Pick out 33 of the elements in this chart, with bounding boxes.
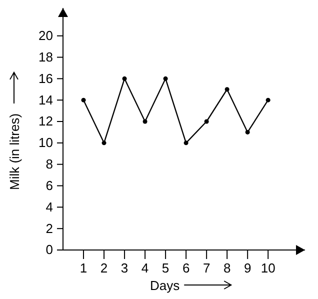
point (122, 76, 127, 81)
point (224, 87, 230, 92)
x-tick-label: 3 (120, 260, 128, 276)
y-tick-label: 4 (46, 199, 53, 214)
y-tick-label: 14 (38, 92, 53, 108)
x-tick-label: 1 (80, 260, 88, 276)
x-tick-label: 10 (260, 260, 276, 276)
point (184, 140, 188, 146)
point (245, 130, 250, 134)
y-tick-label: 8 (46, 156, 53, 172)
y-tick-label: 20 (38, 28, 53, 43)
y-tick-label: 2 (46, 220, 53, 236)
x-tick-label: 7 (202, 260, 210, 276)
y-tick-label: 16 (38, 70, 53, 86)
x-tick-label: 8 (223, 260, 231, 276)
y-tick-label: 18 (38, 49, 53, 64)
x-tick-label: 5 (162, 260, 170, 276)
y-tick-label: 10 (38, 135, 53, 150)
point (204, 119, 209, 124)
y-axis-title: Milk (in litres) (7, 113, 22, 190)
point (81, 98, 86, 102)
x-tick-label: 6 (182, 260, 190, 276)
x-tick-label: 2 (100, 260, 108, 276)
y-tick-label: 6 (46, 178, 53, 193)
y-tick-label: 12 (38, 114, 53, 129)
point (142, 119, 148, 124)
point (102, 140, 106, 146)
point (266, 98, 270, 102)
point (163, 76, 168, 81)
y-tick-label: 0 (46, 242, 53, 258)
x-tick-label: 4 (141, 260, 149, 276)
x-axis-title: Days (150, 278, 180, 293)
x-tick-label: 9 (244, 260, 252, 276)
